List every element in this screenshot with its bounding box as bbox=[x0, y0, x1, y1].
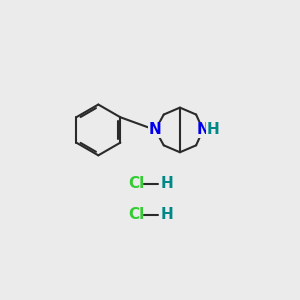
Text: Cl: Cl bbox=[128, 207, 145, 222]
Text: N: N bbox=[197, 122, 209, 137]
Text: N: N bbox=[149, 122, 162, 137]
Text: Cl: Cl bbox=[128, 176, 145, 191]
Text: H: H bbox=[161, 176, 173, 191]
Text: H: H bbox=[161, 207, 173, 222]
Text: H: H bbox=[207, 122, 219, 137]
